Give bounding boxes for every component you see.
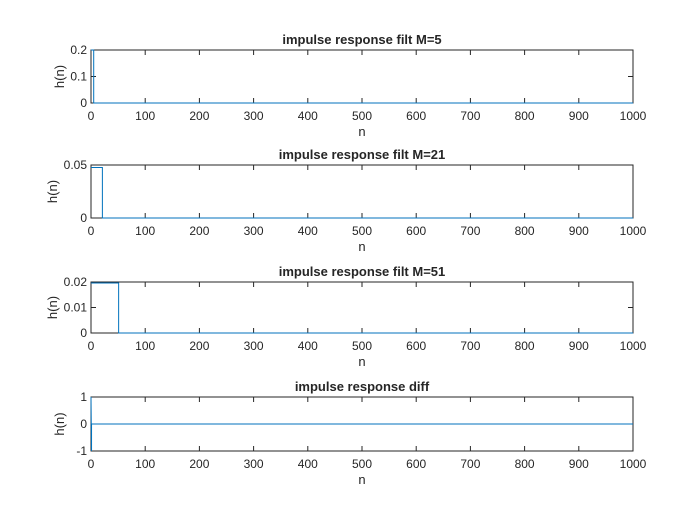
x-tick-label: 400 <box>298 457 318 471</box>
series-line <box>91 167 633 219</box>
x-tick-label: 900 <box>569 457 589 471</box>
x-tick-label: 300 <box>244 224 264 238</box>
subplot-4: 0 100 200 300 400 500 600 700 800 900 1000-101impu… <box>52 379 647 487</box>
series-line <box>90 396 633 452</box>
x-axis-label: n <box>358 124 365 139</box>
x-tick-label: 0 <box>88 339 95 353</box>
y-tick-label: -1 <box>76 444 87 458</box>
y-tick-label: 0 <box>80 211 87 225</box>
x-tick-label: 800 <box>515 109 535 123</box>
x-tick-label: 0 <box>88 224 95 238</box>
x-tick-label: 400 <box>298 339 318 353</box>
x-tick-label: 500 <box>352 457 372 471</box>
x-axis-label: n <box>358 472 365 487</box>
x-tick-label: 1000 <box>620 339 647 353</box>
y-axis-label: h(n) <box>52 65 67 88</box>
x-tick-label: 600 <box>406 457 426 471</box>
subplot-1: 0 100 200 300 400 500 600 700 800 900 1000 0 0.1 0.2 i… <box>52 32 647 139</box>
x-tick-label: 700 <box>460 224 480 238</box>
y-tick-label: 0.01 <box>64 301 88 315</box>
x-tick-label: 900 <box>569 109 589 123</box>
x-tick-label: 500 <box>352 109 372 123</box>
axes-box <box>90 164 634 219</box>
x-tick-label: 300 <box>244 109 264 123</box>
x-tick-label: 100 <box>135 224 155 238</box>
y-tick-label: 1 <box>80 390 87 404</box>
x-tick-label: 0 <box>88 109 95 123</box>
subplot-title: impulse response diff <box>295 379 430 394</box>
x-tick-label: 400 <box>298 224 318 238</box>
subplot-3: 0 100 200 300 400 500 600 700 800 900 1000 0 0.01 0.0… <box>45 264 647 369</box>
x-tick-label: 600 <box>406 224 426 238</box>
x-tick-label: 900 <box>569 224 589 238</box>
x-tick-label: 900 <box>569 339 589 353</box>
subplot-title: impulse response filt M=51 <box>279 264 446 279</box>
x-tick-label: 300 <box>244 339 264 353</box>
series-line <box>91 282 633 334</box>
y-tick-label: 0 <box>80 96 87 110</box>
x-tick-label: 200 <box>189 224 209 238</box>
x-axis-label: n <box>358 239 365 254</box>
x-tick-label: 700 <box>460 339 480 353</box>
x-tick-label: 200 <box>189 109 209 123</box>
y-tick-label: 0.05 <box>64 158 88 172</box>
x-tick-label: 200 <box>189 457 209 471</box>
subplot-2: 0 100 200 300 400 500 600 700 800 900 1000 0 0.05 imp… <box>45 147 647 254</box>
y-tick-label: 0.1 <box>70 70 87 84</box>
x-tick-label: 100 <box>135 339 155 353</box>
x-tick-label: 800 <box>515 339 535 353</box>
x-tick-label: 600 <box>406 339 426 353</box>
x-tick-label: 700 <box>460 457 480 471</box>
x-tick-label: 1000 <box>620 224 647 238</box>
x-tick-label: 700 <box>460 109 480 123</box>
x-tick-label: 100 <box>135 457 155 471</box>
x-tick-label: 600 <box>406 109 426 123</box>
x-tick-label: 800 <box>515 224 535 238</box>
y-tick-label: 0 <box>80 417 87 431</box>
x-tick-label: 1000 <box>620 109 647 123</box>
y-tick-label: 0 <box>80 326 87 340</box>
x-axis-label: n <box>358 354 365 369</box>
axes-box <box>90 49 634 104</box>
x-tick-label: 0 <box>88 457 95 471</box>
x-tick-label: 1000 <box>620 457 647 471</box>
y-tick-label: 0.02 <box>64 275 88 289</box>
y-axis-label: h(n) <box>45 180 60 203</box>
y-axis-label: h(n) <box>45 296 60 319</box>
x-tick-label: 500 <box>352 339 372 353</box>
y-tick-label: 0.2 <box>70 43 87 57</box>
x-tick-label: 500 <box>352 224 372 238</box>
axes-box <box>90 281 634 334</box>
x-tick-label: 400 <box>298 109 318 123</box>
y-axis-label: h(n) <box>52 412 67 435</box>
x-tick-label: 100 <box>135 109 155 123</box>
subplot-title: impulse response filt M=21 <box>279 147 446 162</box>
x-tick-label: 200 <box>189 339 209 353</box>
subplot-title: impulse response filt M=5 <box>282 32 441 47</box>
series-line <box>91 49 633 104</box>
x-tick-label: 800 <box>515 457 535 471</box>
x-tick-label: 300 <box>244 457 264 471</box>
